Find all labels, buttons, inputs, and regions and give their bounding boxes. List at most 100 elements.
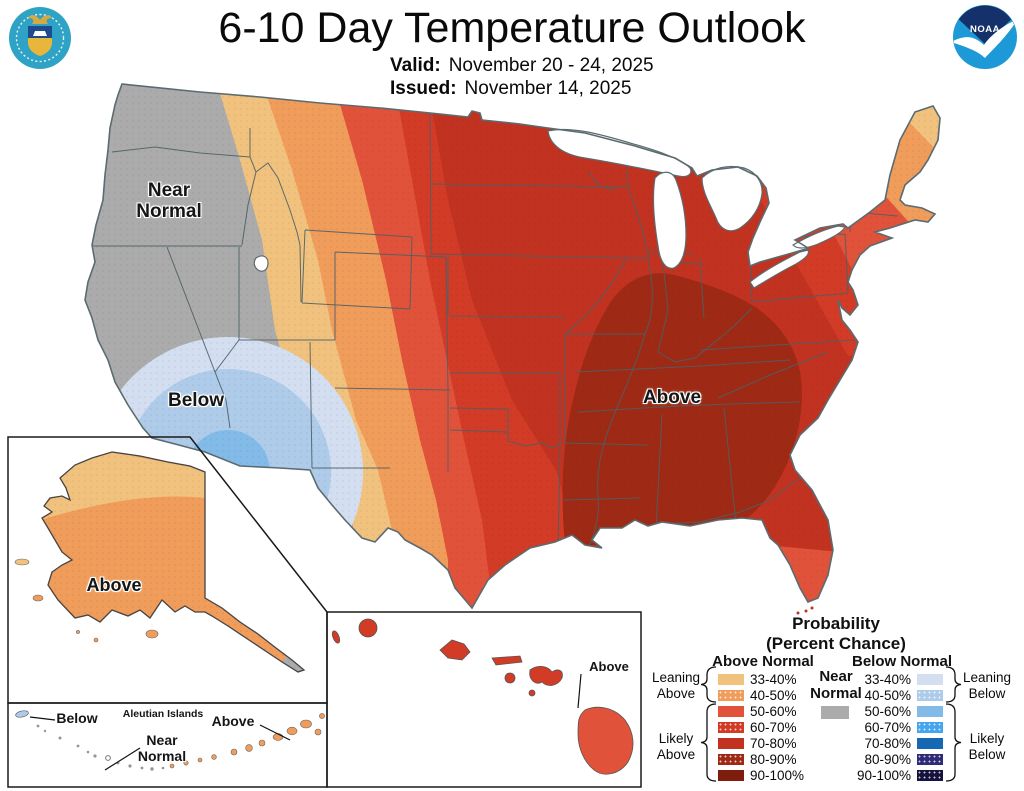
island-kauai — [358, 618, 378, 638]
lake-superior — [547, 128, 692, 178]
legend-row: 70-80% — [718, 735, 804, 751]
conus-outline — [84, 83, 941, 610]
lake-ontario — [792, 225, 846, 249]
lake-michigan — [652, 171, 687, 269]
swatch-near-normal — [821, 706, 849, 719]
hawaii-above-label: Above — [589, 659, 629, 674]
alaska-outline — [41, 451, 306, 673]
valid-line: Valid: November 20 - 24, 2025 — [390, 55, 654, 77]
doc-seal-ship — [33, 31, 47, 36]
swatch-below-40-50 — [917, 689, 943, 701]
conus-below-label: Below — [168, 390, 224, 411]
island-hawaii-big-island — [577, 706, 634, 775]
swatch-below-60-70 — [917, 721, 943, 733]
issued-label: Issued: — [390, 78, 457, 99]
valid-label: Valid: — [390, 55, 441, 76]
legend-likely-above: Likely Above — [656, 731, 696, 762]
legend-leaning-above: Leaning Above — [651, 670, 701, 701]
swatch-above-50-60 — [718, 705, 744, 717]
legend-title: Probability (Percent Chance) — [766, 614, 906, 654]
florida-keys — [796, 606, 814, 615]
island-kahoolawe — [528, 689, 536, 697]
noaa-logo — [953, 5, 1017, 69]
noaa-logo-text: NOAA — [970, 24, 1000, 35]
legend-row: 33-40% — [718, 671, 804, 687]
valid-value: November 20 - 24, 2025 — [448, 55, 654, 76]
doc-seal-text-ring — [15, 13, 65, 63]
legend-braces — [700, 666, 962, 782]
aleutian-islands-caption: Aleutian Islands — [122, 708, 204, 720]
swatch-above-60-70 — [718, 721, 744, 733]
legend-row: 50-60% — [848, 703, 943, 719]
great-lakes — [253, 128, 846, 289]
legend-above-rows: 33-40% 40-50% 50-60% 60-70% 70-80% 80-90… — [718, 671, 804, 783]
swatch-above-90-100 — [718, 769, 744, 781]
conus-above-label: Above — [642, 387, 702, 408]
legend-near-normal-label: Near Normal — [810, 668, 862, 703]
island-lanai — [504, 672, 516, 684]
conus-near-normal-label: Near Normal — [136, 180, 202, 223]
state-borders — [90, 109, 899, 549]
alaska-above-label: Above — [86, 575, 142, 595]
brace-likely-above — [700, 703, 717, 782]
legend-row: 60-70% — [848, 719, 943, 735]
aleutian-orange-islands — [169, 713, 325, 769]
issued-value: November 14, 2025 — [464, 78, 632, 99]
hawaii-inset-box — [326, 611, 642, 788]
legend-row: 40-50% — [848, 687, 943, 703]
page-title: 6-10 Day Temperature Outlook — [218, 4, 806, 52]
legend-row: 80-90% — [848, 751, 943, 767]
aleutian-ring-islet — [105, 755, 111, 761]
hawaii-map — [331, 618, 634, 775]
legend-row: 60-70% — [718, 719, 804, 735]
swatch-above-40-50 — [718, 689, 744, 701]
legend-row: 50-60% — [718, 703, 804, 719]
doc-seal — [9, 7, 71, 69]
island-niihau — [331, 630, 341, 644]
inset-boxes — [7, 436, 642, 788]
legend-below-rows: 33-40% 40-50% 50-60% 60-70% 70-80% 80-90… — [848, 671, 943, 783]
swatch-above-33-40 — [718, 673, 744, 685]
legend-row: 90-100% — [718, 767, 804, 783]
legend-row: 70-80% — [848, 735, 943, 751]
aleutian-gray-islets — [36, 724, 165, 771]
swatch-below-33-40 — [917, 673, 943, 685]
swatch-above-80-90 — [718, 753, 744, 765]
aleutian-above-label: Above — [211, 713, 255, 729]
brace-leaning-above — [700, 666, 717, 703]
swatch-below-50-60 — [917, 705, 943, 717]
swatch-below-80-90 — [917, 753, 943, 765]
island-oahu — [439, 639, 471, 661]
island-maui — [529, 666, 563, 686]
doc-seal-eagle — [28, 15, 52, 24]
aleutian-strip — [15, 710, 325, 771]
aleutian-below-island — [15, 710, 29, 718]
island-molokai — [491, 655, 523, 666]
hawaii-pointer-line — [577, 673, 582, 709]
legend-row: 33-40% — [848, 671, 943, 687]
noaa-dark-fan — [953, 5, 1017, 44]
alaska-map — [14, 451, 306, 673]
brace-leaning-below — [945, 666, 962, 703]
legend-row: 80-90% — [718, 751, 804, 767]
aleutian-pointer-lines — [29, 716, 291, 771]
swatch-below-90-100 — [917, 769, 943, 781]
swatch-below-70-80 — [917, 737, 943, 749]
legend-likely-below: Likely Below — [968, 731, 1006, 762]
great-salt-lake — [253, 255, 269, 272]
brace-likely-below — [945, 703, 962, 782]
lake-erie — [749, 249, 810, 289]
legend-below-normal-header: Below Normal — [851, 653, 953, 670]
alaska-islands — [14, 558, 159, 643]
swatch-above-70-80 — [718, 737, 744, 749]
legend-leaning-below: Leaning Below — [962, 670, 1012, 701]
legend-row: 90-100% — [848, 767, 943, 783]
legend-above-normal-header: Above Normal — [712, 653, 814, 670]
noaa-seagull-swoosh — [953, 19, 1017, 58]
aleutian-near-normal-label: Near Normal — [137, 732, 187, 764]
aleutian-below-label: Below — [56, 710, 98, 726]
legend-row: 40-50% — [718, 687, 804, 703]
issued-line: Issued: November 14, 2025 — [390, 78, 631, 100]
